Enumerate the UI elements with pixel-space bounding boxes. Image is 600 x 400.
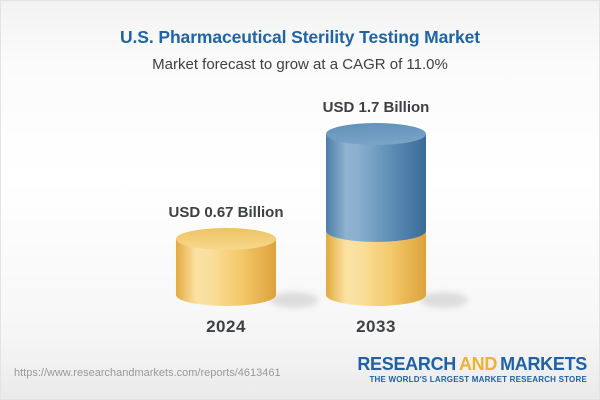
chart-title: U.S. Pharmaceutical Sterility Testing Ma… (120, 27, 480, 47)
cylinder-2033-growth-segment (326, 134, 426, 242)
cylinder-2024-body (176, 239, 276, 306)
cylinder-2033-top-face (326, 123, 426, 145)
logo-word-research: RESEARCH (357, 354, 456, 374)
category-label-2024: 2024 (206, 317, 246, 336)
cylinder-2033-shadow (420, 292, 468, 308)
logo-word-markets: MARKETS (500, 354, 587, 374)
cylinder-2024 (176, 228, 276, 306)
cylinder-2033-base-segment (326, 231, 426, 306)
category-label-2033: 2033 (356, 317, 396, 336)
logo-tagline: THE WORLD'S LARGEST MARKET RESEARCH STOR… (369, 375, 587, 384)
cylinder-2033 (326, 123, 426, 306)
logo-wordmark: RESEARCH AND MARKETS (357, 355, 587, 373)
report-url: https://www.researchandmarkets.com/repor… (14, 367, 281, 379)
value-label-2033: USD 1.7 Billion (322, 99, 430, 116)
cylinder-2024-shadow (270, 292, 318, 308)
chart-subtitle: Market forecast to grow at a CAGR of 11.… (152, 56, 448, 73)
value-label-2024: USD 0.67 Billion (168, 204, 284, 221)
research-and-markets-logo: RESEARCH AND MARKETS THE WORLD'S LARGEST M… (357, 355, 587, 384)
cylinder-2024-top-face (176, 228, 276, 250)
logo-word-and: AND (458, 354, 498, 374)
